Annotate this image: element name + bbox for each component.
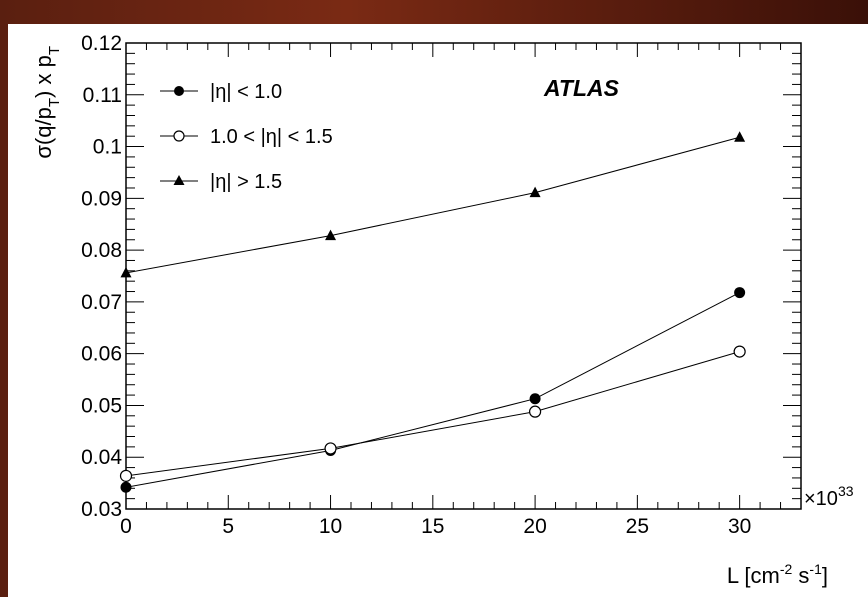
legend-entry-0: |η| < 1.0: [160, 81, 282, 103]
y-tick-label: 0.04: [81, 446, 122, 469]
y-tick-label: 0.1: [93, 136, 122, 159]
data-point-2: [734, 131, 746, 142]
data-point-2: [325, 229, 337, 241]
chart-panel: 0 5 10 15 20 25 30 0.03 0.04 0.05 0.06 0.07 0.08 0.09…: [8, 24, 868, 597]
series-line-0: [125, 292, 740, 488]
x-tick-label: 30: [728, 515, 751, 538]
x-tick-label: 0: [120, 515, 132, 538]
x-multiplier-exp: 33: [838, 483, 854, 499]
y-title-part1: σ(q/p: [31, 107, 56, 159]
chart-svg: 0 5 10 15 20 25 30 0.03 0.04 0.05 0.06 0.07 0.08 0.09…: [31, 32, 854, 588]
series-line-1: [125, 351, 740, 477]
data-point-0: [734, 287, 746, 299]
data-point-1: [528, 405, 542, 418]
y-title-sub2: T: [46, 46, 63, 55]
y-title-sub1: T: [46, 98, 63, 107]
data-point-2: [120, 266, 132, 278]
x-tick-label: 15: [421, 515, 444, 538]
y-tick-label: 0.08: [81, 239, 122, 262]
data-point-1: [324, 442, 337, 455]
data-point-0: [120, 481, 132, 493]
y-tick-label: 0.09: [81, 187, 122, 210]
data-point-1: [119, 469, 133, 482]
x-tick-label: 10: [319, 515, 342, 538]
legend-label-0: |η| < 1.0: [210, 81, 282, 103]
x-title-part1: L [cm: [727, 563, 780, 588]
x-multiplier-base: ×10: [804, 488, 838, 510]
y-tick-label: 0.05: [81, 394, 122, 417]
legend-marker-0: [174, 86, 184, 96]
y-tick-label: 0.12: [81, 32, 122, 55]
y-tick-label: 0.07: [81, 291, 122, 314]
legend-entry-1: 1.0 < |η| < 1.5: [160, 126, 333, 148]
x-title-exp1: -2: [780, 561, 793, 577]
x-title-exp2: -1: [809, 561, 822, 577]
series-lines: [125, 136, 740, 488]
x-title-part3: ]: [822, 563, 828, 588]
y-tick-label: 0.03: [81, 498, 122, 521]
series-markers: [119, 131, 746, 493]
y-tick-label: 0.11: [83, 84, 122, 107]
series-line-2: [125, 136, 740, 274]
legend-label-2: |η| > 1.5: [210, 171, 282, 193]
legend-marker-1: [173, 130, 185, 142]
legend-marker-2: [173, 175, 185, 185]
legend-entry-2: |η| > 1.5: [160, 171, 282, 193]
plot-frame: [125, 42, 802, 510]
x-multiplier: ×1033: [804, 483, 854, 510]
x-tick-label: 20: [523, 515, 546, 538]
atlas-label: ATLAS: [543, 75, 620, 101]
data-point-0: [529, 393, 541, 405]
legend: |η| < 1.0 1.0 < |η| < 1.5 |η| > 1.5: [160, 81, 333, 193]
y-axis-title: σ(q/pT) x pT: [31, 46, 63, 159]
data-point-1: [733, 345, 746, 358]
x-axis-title: L [cm-2 s-1]: [727, 561, 828, 588]
axis-tick-labels: 0 5 10 15 20 25 30 0.03 0.04 0.05 0.06 0.07 0.08 0.09…: [81, 32, 751, 538]
x-title-part2: s: [792, 563, 809, 588]
axis-ticks: [125, 42, 802, 510]
data-point-2: [529, 186, 541, 198]
y-tick-label: 0.06: [81, 343, 122, 366]
legend-label-1: 1.0 < |η| < 1.5: [210, 126, 333, 148]
x-tick-label: 5: [222, 515, 234, 538]
y-title-part2: ) x p: [31, 55, 56, 98]
x-tick-label: 25: [626, 515, 649, 538]
